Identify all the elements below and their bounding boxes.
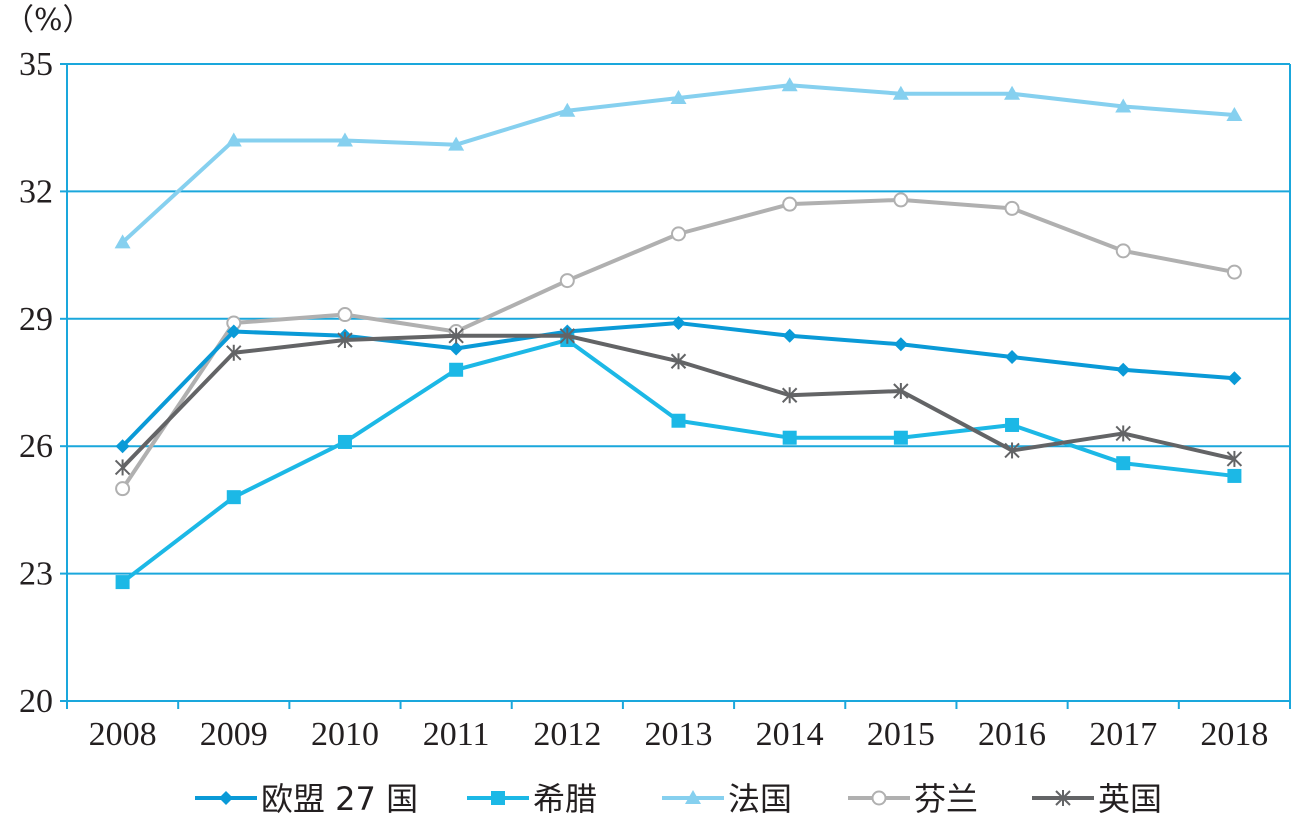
x-tick-label-2015: 2015: [867, 716, 935, 753]
y-tick-label-32: 32: [19, 173, 53, 210]
legend-label: 芬兰: [914, 780, 978, 815]
data-point-3-2009: [225, 132, 242, 147]
y-tick-label-35: 35: [19, 46, 53, 83]
x-tick-label-2013: 2013: [645, 716, 713, 753]
y-axis-ticks: 20 23 26 29 32 35: [19, 46, 67, 720]
legend-item-1: 欧盟 27 国: [195, 780, 418, 815]
data-point-2-2009: [226, 490, 241, 505]
data-point-4-2016: [1004, 200, 1020, 216]
axes: [66, 64, 1291, 702]
x-tick-label-2012: 2012: [533, 716, 601, 753]
legend-label: 希腊: [533, 780, 597, 815]
x-tick-label-2009: 2009: [200, 716, 268, 753]
data-point-5-2008: [114, 459, 131, 476]
data-point-2-2015: [893, 430, 908, 445]
y-tick-label-20: 20: [19, 683, 53, 720]
x-tick-label-2008: 2008: [89, 716, 157, 753]
data-point-1-2018: [1227, 371, 1242, 386]
legend-marker: [219, 791, 233, 805]
data-point-5-2018: [1226, 450, 1243, 467]
y-tick-label-26: 26: [19, 428, 53, 465]
x-tick-label-2017: 2017: [1089, 716, 1157, 753]
data-point-4-2017: [1115, 243, 1131, 259]
data-point-2-2013: [671, 413, 686, 428]
data-point-4-2012: [559, 273, 575, 289]
data-point-2-2010: [337, 434, 352, 449]
legend: 欧盟 27 国 希腊 法国 芬兰 英国: [195, 780, 1162, 815]
legend-label: 欧盟 27 国: [261, 780, 418, 815]
data-point-1-2017: [1116, 362, 1131, 377]
data-point-1-2009: [226, 324, 241, 339]
data-point-2-2016: [1005, 417, 1020, 432]
x-axis-ticks: 2008 2009 2010 2011 2012 2013 2014 2015 2016 2017…: [66, 701, 1291, 753]
legend-item-2: 希腊: [467, 780, 597, 815]
legend-item-5: 英国: [1032, 780, 1162, 815]
data-point-5-2015: [893, 382, 909, 399]
data-point-3-2017: [1115, 98, 1132, 113]
legend-label: 英国: [1098, 780, 1162, 815]
x-tick-label-2011: 2011: [423, 716, 490, 753]
y-tick-label-23: 23: [19, 556, 53, 593]
legend-marker: [1055, 790, 1071, 806]
data-point-4-2018: [1226, 264, 1242, 280]
data-point-2-2017: [1116, 456, 1131, 471]
data-point-2-2011: [449, 362, 464, 377]
data-point-5-2016: [1004, 442, 1020, 459]
series-line-3: [121, 83, 1235, 244]
data-point-5-2010: [337, 332, 353, 349]
series-1: [115, 316, 1242, 454]
data-point-2-2008: [115, 575, 130, 590]
data-point-3-2008: [114, 234, 131, 249]
series-5: [114, 327, 1243, 476]
legend-marker: [871, 790, 887, 806]
data-point-3-2011: [448, 136, 465, 151]
x-tick-label-2014: 2014: [756, 716, 824, 753]
data-point-5-2014: [781, 387, 798, 404]
series-3: [114, 77, 1243, 249]
data-point-1-2011: [449, 341, 464, 356]
x-tick-label-2010: 2010: [311, 716, 379, 753]
data-point-1-2013: [671, 316, 686, 331]
y-tick-label-29: 29: [19, 301, 53, 338]
series-group: [114, 77, 1243, 590]
data-point-3-2018: [1226, 106, 1243, 121]
legend-marker: [685, 790, 701, 804]
data-point-3-2014: [781, 77, 798, 92]
y-unit-label: （%）: [4, 3, 93, 38]
data-point-5-2013: [670, 353, 687, 370]
legend-marker: [491, 791, 505, 805]
data-point-5-2011: [448, 327, 464, 344]
data-point-5-2012: [559, 327, 576, 344]
series-line-1: [121, 321, 1235, 448]
data-point-4-2008: [115, 481, 131, 497]
data-point-3-2015: [892, 85, 909, 100]
series-4: [115, 192, 1242, 497]
data-point-1-2015: [893, 337, 908, 352]
data-point-3-2010: [336, 132, 353, 147]
x-tick-label-2018: 2018: [1200, 716, 1268, 753]
data-point-1-2016: [1005, 350, 1020, 365]
data-point-4-2014: [782, 196, 798, 212]
data-point-4-2010: [337, 307, 353, 323]
data-point-5-2009: [226, 344, 242, 361]
data-point-3-2016: [1004, 85, 1021, 100]
data-point-4-2015: [893, 192, 909, 208]
data-point-3-2013: [670, 89, 687, 104]
data-point-5-2017: [1115, 425, 1131, 442]
data-point-3-2012: [559, 102, 576, 117]
series-2: [115, 333, 1242, 590]
series-line-2: [121, 338, 1235, 584]
data-point-1-2008: [115, 439, 130, 454]
data-point-2-2018: [1227, 468, 1242, 483]
legend-item-3: 法国: [662, 780, 792, 815]
x-tick-label-2016: 2016: [978, 716, 1046, 753]
legend-item-4: 芬兰: [848, 780, 978, 815]
legend-label: 法国: [728, 780, 792, 815]
data-point-1-2014: [782, 328, 797, 343]
data-point-2-2014: [782, 430, 797, 445]
data-point-4-2013: [671, 226, 686, 242]
